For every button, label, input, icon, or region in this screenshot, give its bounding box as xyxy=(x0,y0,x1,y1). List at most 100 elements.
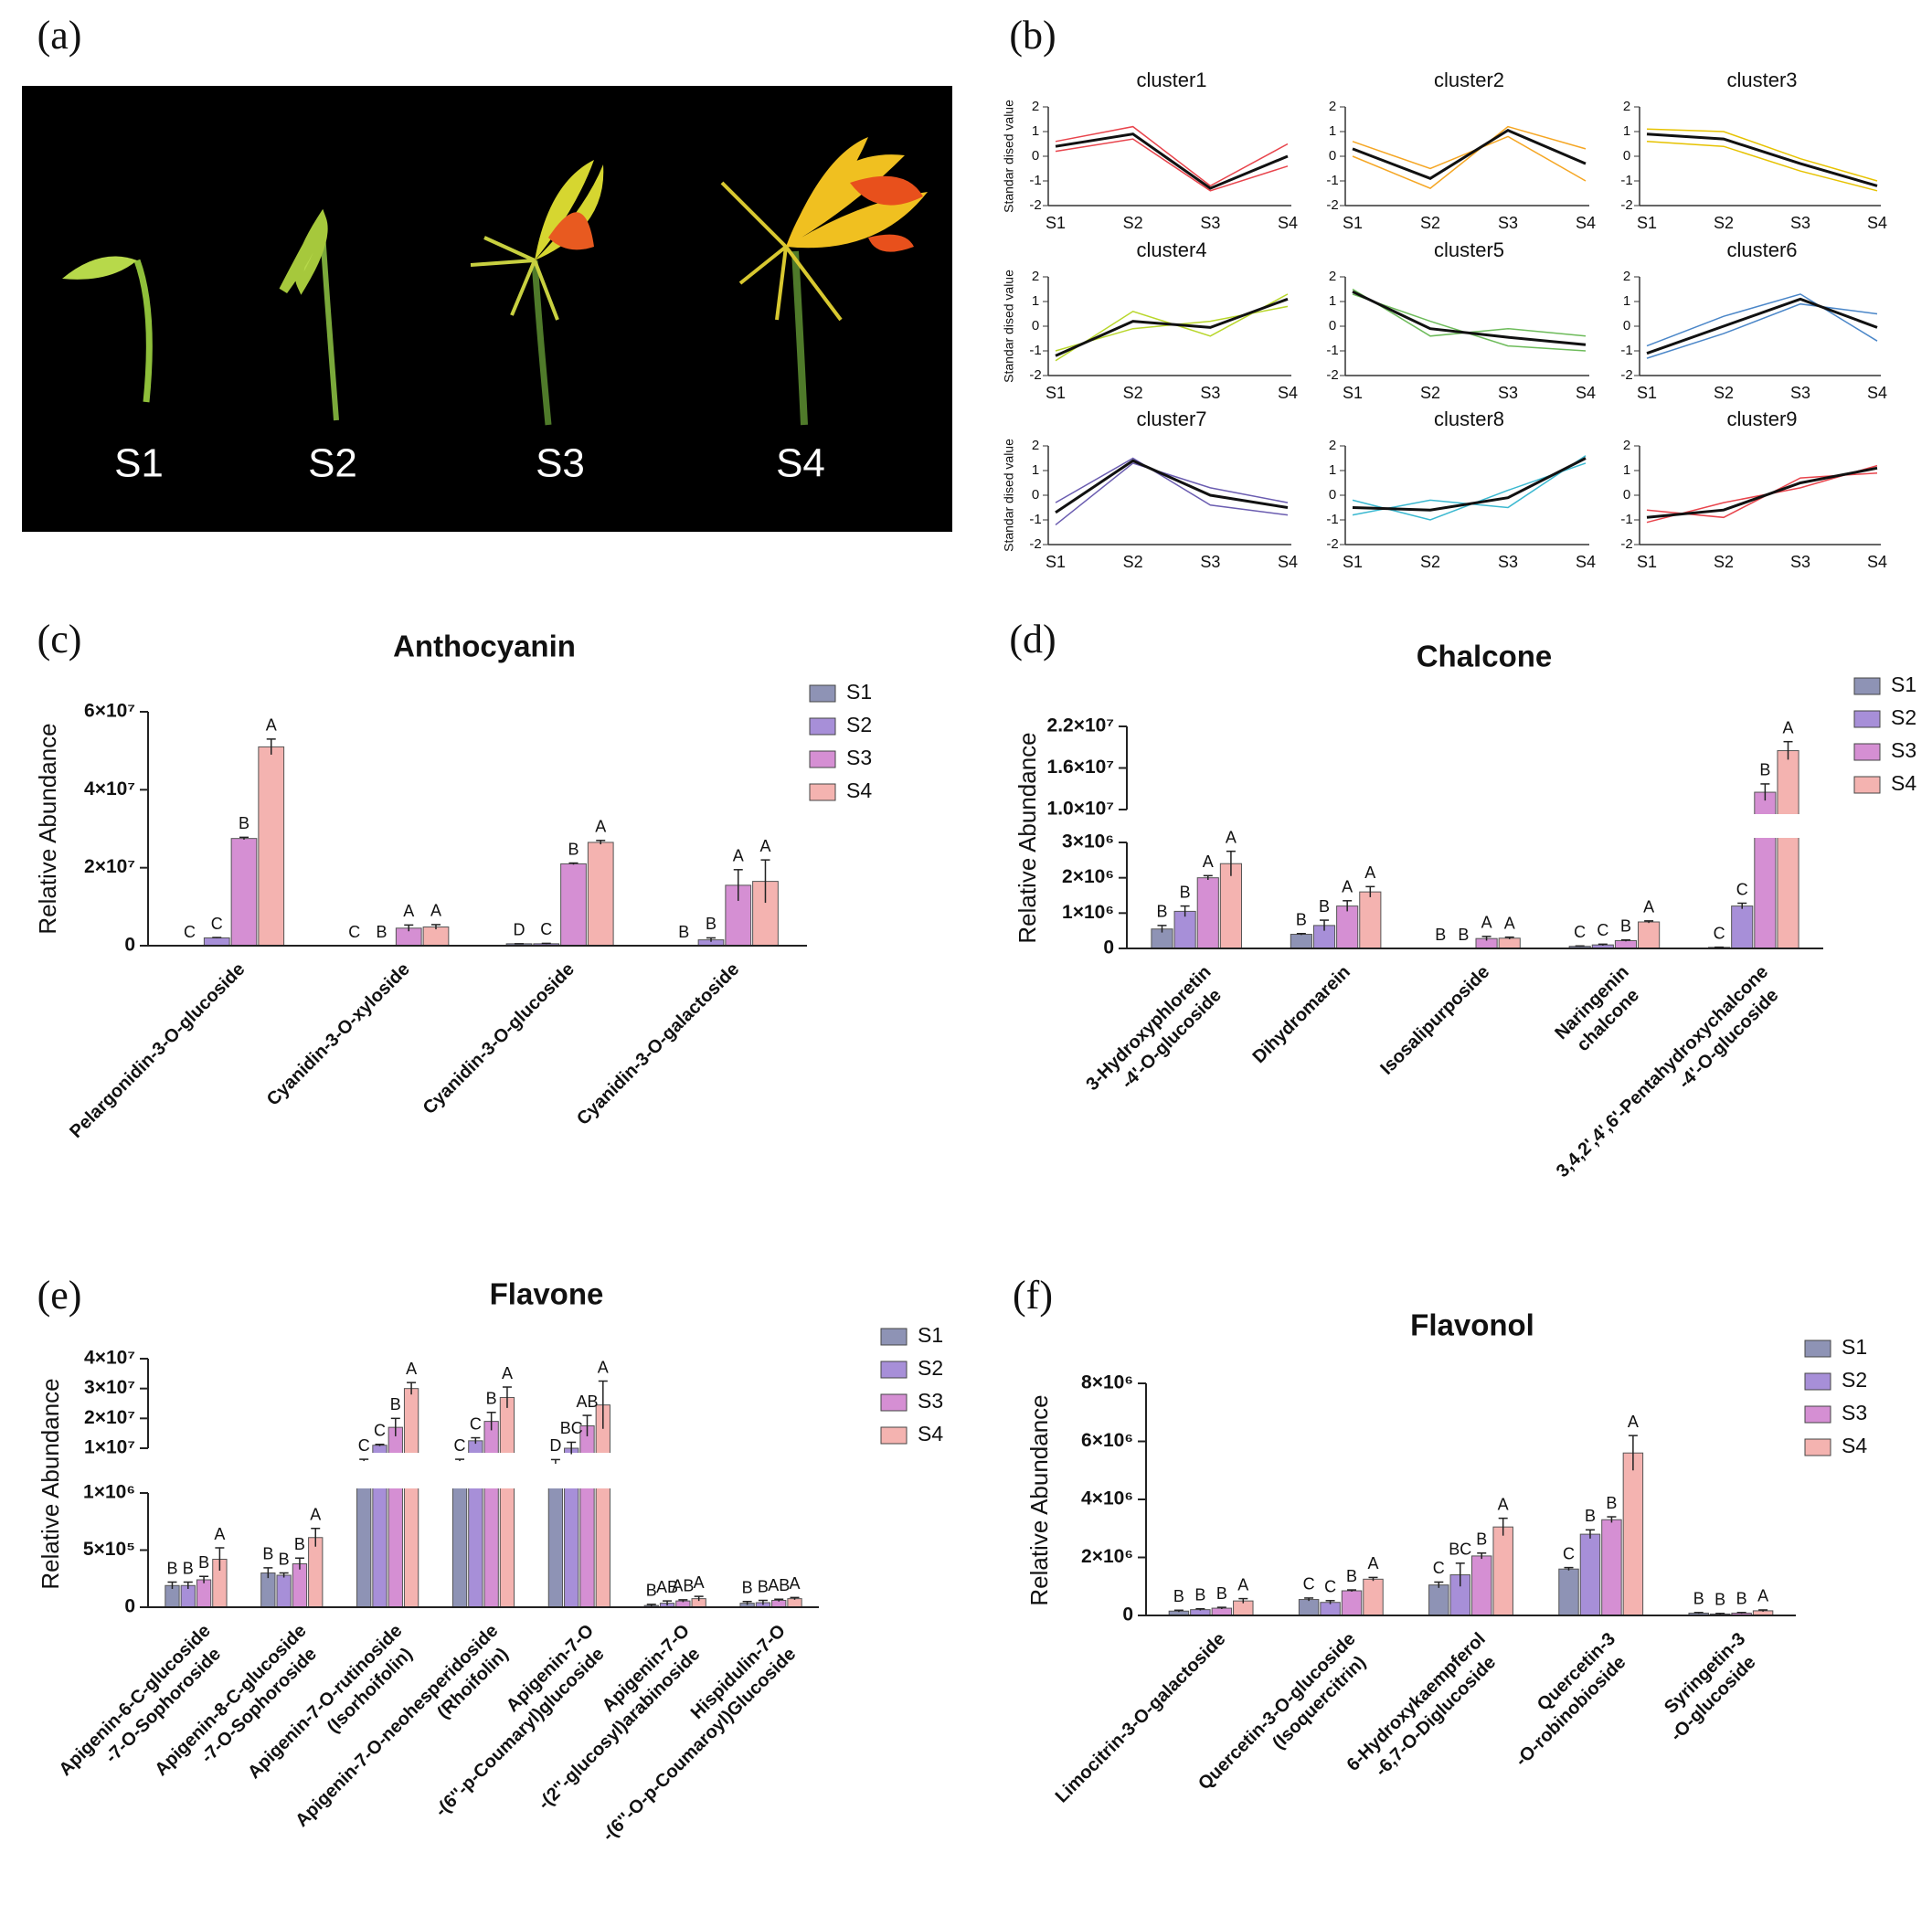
significance-letter: C xyxy=(1433,1559,1445,1577)
x-tick-label: 6-Hydroxykaempferol xyxy=(1343,1629,1490,1775)
panel-label: (d) xyxy=(1009,617,1056,662)
x-tick-label: S2 xyxy=(1714,384,1734,402)
legend-swatch xyxy=(880,1426,908,1445)
chart-title: Anthocyanin xyxy=(393,630,576,663)
bar xyxy=(1363,1578,1384,1616)
significance-letter: D xyxy=(549,1436,561,1455)
significance-letter: C xyxy=(470,1414,482,1433)
y-tick-label: 2 xyxy=(1623,269,1630,284)
significance-letter: B xyxy=(1346,1567,1357,1585)
y-tick-label: -2 xyxy=(1326,536,1338,552)
x-tick-label: S1 xyxy=(1637,384,1657,402)
member-line xyxy=(1646,293,1878,347)
bar xyxy=(1359,891,1382,949)
significance-letter: A xyxy=(1643,898,1654,916)
y-tick-label: 2 xyxy=(1623,99,1630,114)
significance-letter: C xyxy=(1597,921,1608,939)
significance-letter: A xyxy=(1364,863,1375,882)
significance-letter: A xyxy=(759,837,770,855)
bar xyxy=(1336,905,1359,949)
significance-letter: C xyxy=(348,923,360,941)
chart-title: Flavone xyxy=(490,1277,604,1311)
y-tick-label: 2×10⁷ xyxy=(84,856,135,877)
y-axis-label: Standar dised value xyxy=(1002,270,1016,383)
x-tick-label: S3 xyxy=(1498,553,1518,571)
member-line xyxy=(1055,457,1289,516)
member-line xyxy=(1352,462,1587,521)
significance-letter: A xyxy=(266,716,277,735)
y-tick-label: 1.6×10⁷ xyxy=(1047,757,1114,778)
y-tick-label: 5×10⁵ xyxy=(83,1539,135,1560)
bar xyxy=(1341,1590,1363,1616)
bar xyxy=(1558,1568,1579,1616)
y-axis-label: Relative Abundance xyxy=(34,723,61,934)
bar xyxy=(292,1563,308,1608)
significance-letter: AB xyxy=(577,1392,599,1411)
legend-swatch xyxy=(880,1393,908,1412)
x-tick-label: S3 xyxy=(1790,214,1810,232)
y-axis-label: Relative Abundance xyxy=(37,1378,64,1589)
x-tick-label: S4 xyxy=(1278,214,1298,232)
x-tick-label: S3 xyxy=(1200,553,1220,571)
x-tick-label: S4 xyxy=(1867,384,1887,402)
y-tick-label: 1 xyxy=(1623,123,1630,139)
significance-letter: A xyxy=(430,902,441,920)
bud xyxy=(62,256,137,280)
x-tick-label: S1 xyxy=(1343,214,1363,232)
x-tick-label: S2 xyxy=(1123,384,1143,402)
chart-title: Chalcone xyxy=(1417,640,1553,673)
significance-letter: B xyxy=(183,1559,194,1577)
significance-letter: A xyxy=(403,902,414,920)
bar xyxy=(587,842,614,947)
y-tick-label: 2×10⁶ xyxy=(1062,866,1114,887)
y-tick-label: -2 xyxy=(1620,536,1632,552)
panel-label: (c) xyxy=(37,617,82,662)
x-tick-label: Dihydromarein xyxy=(1249,962,1354,1067)
x-tick-label-group: Cyanidin-3-O-xyloside xyxy=(263,959,414,1110)
member-line xyxy=(1646,141,1878,192)
x-tick-label: Isosalipurposide xyxy=(1376,962,1493,1079)
legend-label: S1 xyxy=(1842,1335,1867,1359)
y-tick-label: -1 xyxy=(1620,512,1632,527)
cluster-title: cluster2 xyxy=(1434,69,1504,91)
y-tick-label: -1 xyxy=(1029,173,1041,188)
y-tick-label: -1 xyxy=(1326,512,1338,527)
y-tick-label: 2×10⁷ xyxy=(84,1407,135,1428)
legend-swatch xyxy=(1853,776,1881,794)
y-tick-label: -2 xyxy=(1620,197,1632,213)
significance-letter: C xyxy=(454,1436,466,1455)
mean-line xyxy=(1352,128,1587,180)
x-tick-label: S1 xyxy=(1343,553,1363,571)
significance-letter: B xyxy=(1585,1507,1596,1525)
bar xyxy=(1777,750,1799,949)
stage-label: S3 xyxy=(536,441,585,486)
legend-swatch xyxy=(1804,1372,1831,1391)
y-tick-label: 1.0×10⁷ xyxy=(1047,799,1114,820)
y-tick-label: 6×10⁷ xyxy=(84,701,135,722)
significance-letter: B xyxy=(1736,1590,1747,1608)
y-tick-label: 2 xyxy=(1032,99,1039,114)
significance-letter: A xyxy=(1628,1413,1639,1431)
y-tick-label: 2 xyxy=(1032,438,1039,453)
y-axis-label: Relative Abundance xyxy=(1014,732,1041,943)
x-tick-label: S4 xyxy=(1278,384,1298,402)
y-tick-label: -1 xyxy=(1620,173,1632,188)
y-tick-label: -1 xyxy=(1326,343,1338,358)
y-tick-label: 0 xyxy=(1032,318,1039,334)
significance-letter: B xyxy=(262,1545,273,1563)
y-tick-label: 0 xyxy=(1103,937,1114,958)
cluster-title: cluster7 xyxy=(1136,408,1206,430)
x-tick-label: S2 xyxy=(1420,214,1440,232)
x-tick-label-group: Quercetin-3-O-robinobioside xyxy=(1512,1629,1629,1771)
x-tick-label: S4 xyxy=(1576,553,1596,571)
significance-letter: A xyxy=(1783,718,1794,736)
y-tick-label: 0 xyxy=(124,1596,135,1617)
x-tick-label-group: Cyanidin-3-O-galactoside xyxy=(573,959,743,1129)
significance-letter: A xyxy=(595,818,606,836)
y-tick-label: 0 xyxy=(1032,487,1039,503)
stamen xyxy=(470,236,559,321)
y-tick-label: 0 xyxy=(1329,148,1336,164)
significance-letter: B xyxy=(294,1535,305,1553)
x-tick-label-group: 6-Hydroxykaempferol-6,7-O-Diglucoside xyxy=(1343,1629,1500,1781)
